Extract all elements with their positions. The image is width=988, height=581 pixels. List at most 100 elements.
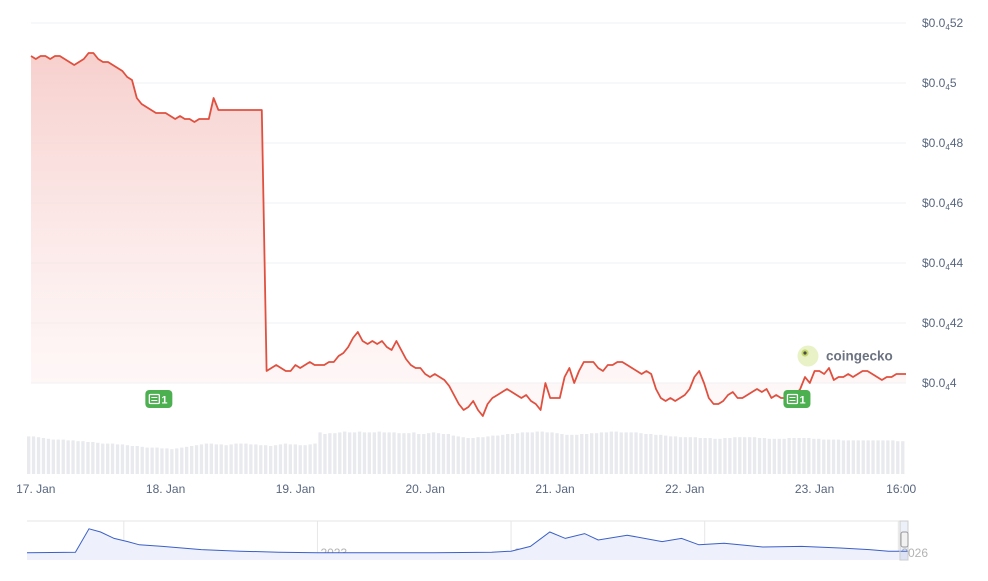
volume-bar (659, 434, 663, 474)
volume-bar (664, 435, 668, 474)
volume-bar (807, 438, 811, 474)
volume-bar (150, 447, 154, 474)
volume-bar (851, 440, 855, 474)
volume-bar (738, 437, 742, 474)
price-series-line (30, 52, 906, 417)
volume-bar (634, 432, 638, 474)
volume-bar (357, 431, 362, 474)
volume-bar (224, 445, 228, 474)
volume-bar (866, 440, 870, 474)
volume-bar (278, 444, 283, 474)
volume-bar (264, 445, 268, 474)
price-area (31, 53, 906, 416)
x-tick-label: 17. Jan (16, 482, 55, 496)
volume-bar (792, 438, 796, 474)
volume-bar (288, 444, 292, 474)
volume-bar (461, 437, 465, 474)
x-tick-label: 21. Jan (535, 482, 574, 496)
volume-bar (777, 438, 781, 474)
volume-bar (81, 441, 85, 474)
volume-bar (683, 437, 688, 474)
volume-bar (540, 431, 544, 474)
volume-bar (130, 446, 134, 474)
volume-bar (298, 445, 302, 474)
volume-bar (525, 432, 530, 474)
volume-bar (352, 432, 357, 474)
volume-bar (125, 445, 130, 474)
y-tick-label: $0.0444 (922, 256, 963, 272)
volume-bar (180, 447, 184, 474)
volume-bar (506, 434, 510, 474)
volume-bar (599, 432, 604, 474)
volume-bar (891, 440, 895, 474)
news-marker[interactable]: 1 (145, 390, 173, 408)
volume-bar (199, 444, 204, 474)
volume-bar (422, 434, 426, 474)
volume-bar (204, 443, 209, 474)
volume-bar (106, 443, 110, 474)
volume-bar (446, 434, 450, 474)
volume-bar (249, 444, 253, 474)
volume-bar (407, 433, 411, 474)
volume-bar (896, 441, 900, 474)
volume-bar (555, 433, 559, 474)
volume-bar (752, 437, 757, 474)
volume-bar (456, 436, 460, 474)
newspaper-icon (148, 393, 160, 405)
y-tick-label: $0.0448 (922, 136, 963, 152)
y-tick-label: $0.0446 (922, 196, 963, 212)
volume-bar (733, 437, 737, 474)
volume-bar (165, 448, 169, 474)
volume-bar (66, 440, 70, 474)
volume-bar (402, 433, 406, 474)
volume-bar (510, 434, 515, 474)
volume-bar (782, 438, 786, 474)
x-tick-label: 19. Jan (276, 482, 315, 496)
y-tick-label: $0.0452 (922, 16, 963, 32)
volume-bar (594, 433, 599, 474)
volume-bar (427, 433, 431, 474)
volume-bar (170, 449, 174, 474)
volume-bar (323, 434, 327, 474)
volume-bar (678, 437, 683, 474)
volume-bar (61, 439, 65, 474)
volume-bar (367, 432, 371, 474)
volume-bar (214, 444, 218, 474)
volume-bar (886, 440, 890, 474)
volume-bar (471, 438, 475, 474)
news-count: 1 (161, 395, 167, 407)
coingecko-logo-icon (797, 345, 819, 367)
volume-bar (836, 439, 841, 474)
volume-bar (362, 432, 367, 474)
navigator-handle[interactable] (900, 531, 909, 548)
x-tick-label: 16:00 (886, 482, 916, 496)
volume-bar (703, 438, 707, 474)
news-count: 1 (799, 395, 805, 407)
volume-bar (673, 436, 678, 474)
volume-bar (155, 447, 159, 474)
volume-bar (688, 437, 692, 474)
news-marker[interactable]: 1 (783, 390, 811, 408)
volume-bar (708, 438, 712, 474)
volume-bar (209, 443, 213, 474)
price-line (30, 52, 906, 417)
newspaper-icon (786, 393, 799, 405)
volume-bar (338, 432, 342, 474)
volume-bar (229, 444, 233, 474)
volume-bar (693, 437, 697, 474)
volume-bar (273, 445, 278, 474)
volume-bar (881, 440, 885, 474)
volume-bar (718, 438, 722, 474)
volume-bar (575, 434, 579, 474)
volume-bar (604, 432, 609, 474)
volume-bar (496, 435, 500, 474)
volume-bar (624, 432, 628, 474)
volume-bar (387, 432, 391, 474)
volume-bar (812, 438, 816, 474)
volume-bar (654, 434, 658, 474)
volume-bar (466, 438, 470, 474)
volume-bar (175, 448, 179, 474)
coingecko-pupil-icon (803, 351, 807, 355)
range-navigator[interactable]: 20222023202420252026 (26, 520, 928, 561)
